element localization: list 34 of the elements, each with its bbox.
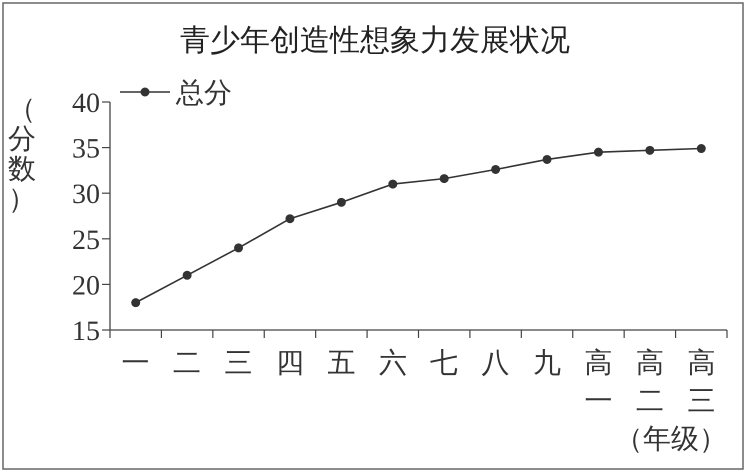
y-tick-label: 35 xyxy=(72,134,100,165)
point xyxy=(336,198,346,207)
legend-label: 总分 xyxy=(175,78,232,109)
point xyxy=(645,146,654,155)
x-tick-label: 高一 xyxy=(584,348,612,417)
point xyxy=(440,174,449,184)
x-tick-label: 高三 xyxy=(687,348,716,417)
x-tick-label: 五 xyxy=(327,348,356,379)
y-tick-label: 25 xyxy=(72,224,100,256)
x-tick-label: 一 xyxy=(122,348,150,379)
y-tick-label: 20 xyxy=(72,270,100,302)
point xyxy=(131,298,140,308)
x-tick-label: 六 xyxy=(378,348,407,379)
x-tick-label: 七 xyxy=(430,348,458,379)
x-tick-label: 九 xyxy=(533,348,562,379)
x-tick-label: 八 xyxy=(482,348,510,379)
x-tick-label: 高二 xyxy=(636,348,664,417)
x-tick-label: 三 xyxy=(224,348,253,379)
y-tick-label: 30 xyxy=(72,179,100,210)
point xyxy=(542,154,552,164)
point xyxy=(388,180,398,189)
point xyxy=(594,148,603,157)
x-axis-title: （年级） xyxy=(615,424,727,455)
y-tick-label: 40 xyxy=(72,88,100,119)
point xyxy=(285,214,294,224)
x-tick-label: 二 xyxy=(173,348,202,379)
y-axis-title: （分数） xyxy=(8,94,36,215)
chart-title: 青少年创造性想象力发展状况 xyxy=(180,24,570,57)
point xyxy=(182,270,192,280)
x-tick-label: 四 xyxy=(276,348,304,379)
point xyxy=(491,164,500,174)
point xyxy=(234,243,244,252)
point xyxy=(696,144,706,154)
y-tick-label: 15 xyxy=(72,316,100,347)
